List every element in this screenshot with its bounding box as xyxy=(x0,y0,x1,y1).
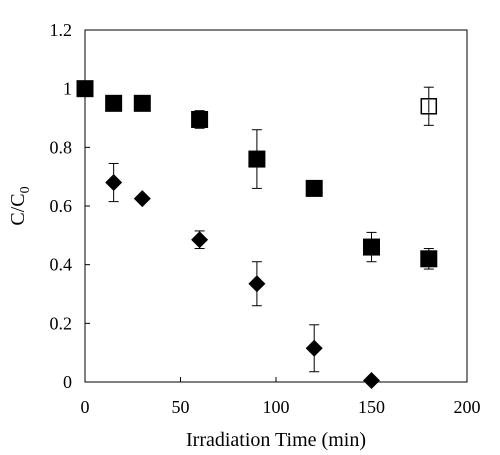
x-axis-title: Irradiation Time (min) xyxy=(186,429,366,451)
data-point-square xyxy=(248,150,266,168)
y-tick-label: 0.4 xyxy=(50,255,73,275)
x-tick-label: 50 xyxy=(172,397,190,417)
axes: 0 50 100 150 200 0 0.2 0.4 0.6 0.8 1 1.2 xyxy=(50,20,481,417)
data-point-diamond xyxy=(133,190,151,208)
y-axis-title: C/C0 xyxy=(7,186,33,225)
data-point-diamond xyxy=(248,275,266,293)
y-tick-label: 1.2 xyxy=(50,20,73,40)
data-point-square xyxy=(76,80,94,98)
data-point-square xyxy=(105,94,123,112)
y-axis-title-subscript: 0 xyxy=(18,186,33,193)
series-filled-diamond xyxy=(105,162,380,390)
y-tick-label: 0.8 xyxy=(50,137,73,157)
x-tick-label: 200 xyxy=(454,397,481,417)
data-point-diamond xyxy=(363,372,380,390)
data-layer xyxy=(76,80,438,390)
x-tick-label: 100 xyxy=(263,397,290,417)
x-tick-label: 150 xyxy=(358,397,385,417)
data-point-square xyxy=(191,110,209,128)
x-tick-label: 0 xyxy=(81,397,90,417)
data-point-square xyxy=(420,250,438,268)
y-axis-title-main: C/C xyxy=(7,193,29,225)
series-open-square xyxy=(420,86,438,126)
data-point-diamond xyxy=(191,231,209,249)
data-point-diamond xyxy=(105,174,123,192)
data-point-square xyxy=(133,94,151,112)
y-tick-label: 0.6 xyxy=(50,196,73,216)
data-point-square xyxy=(305,179,323,197)
series-filled-square xyxy=(76,80,438,270)
data-point-diamond xyxy=(305,339,323,357)
y-tick-label: 0.2 xyxy=(50,313,73,333)
data-point-square xyxy=(363,238,380,256)
y-tick-label: 0 xyxy=(63,372,72,392)
y-tick-label: 1 xyxy=(63,79,72,99)
